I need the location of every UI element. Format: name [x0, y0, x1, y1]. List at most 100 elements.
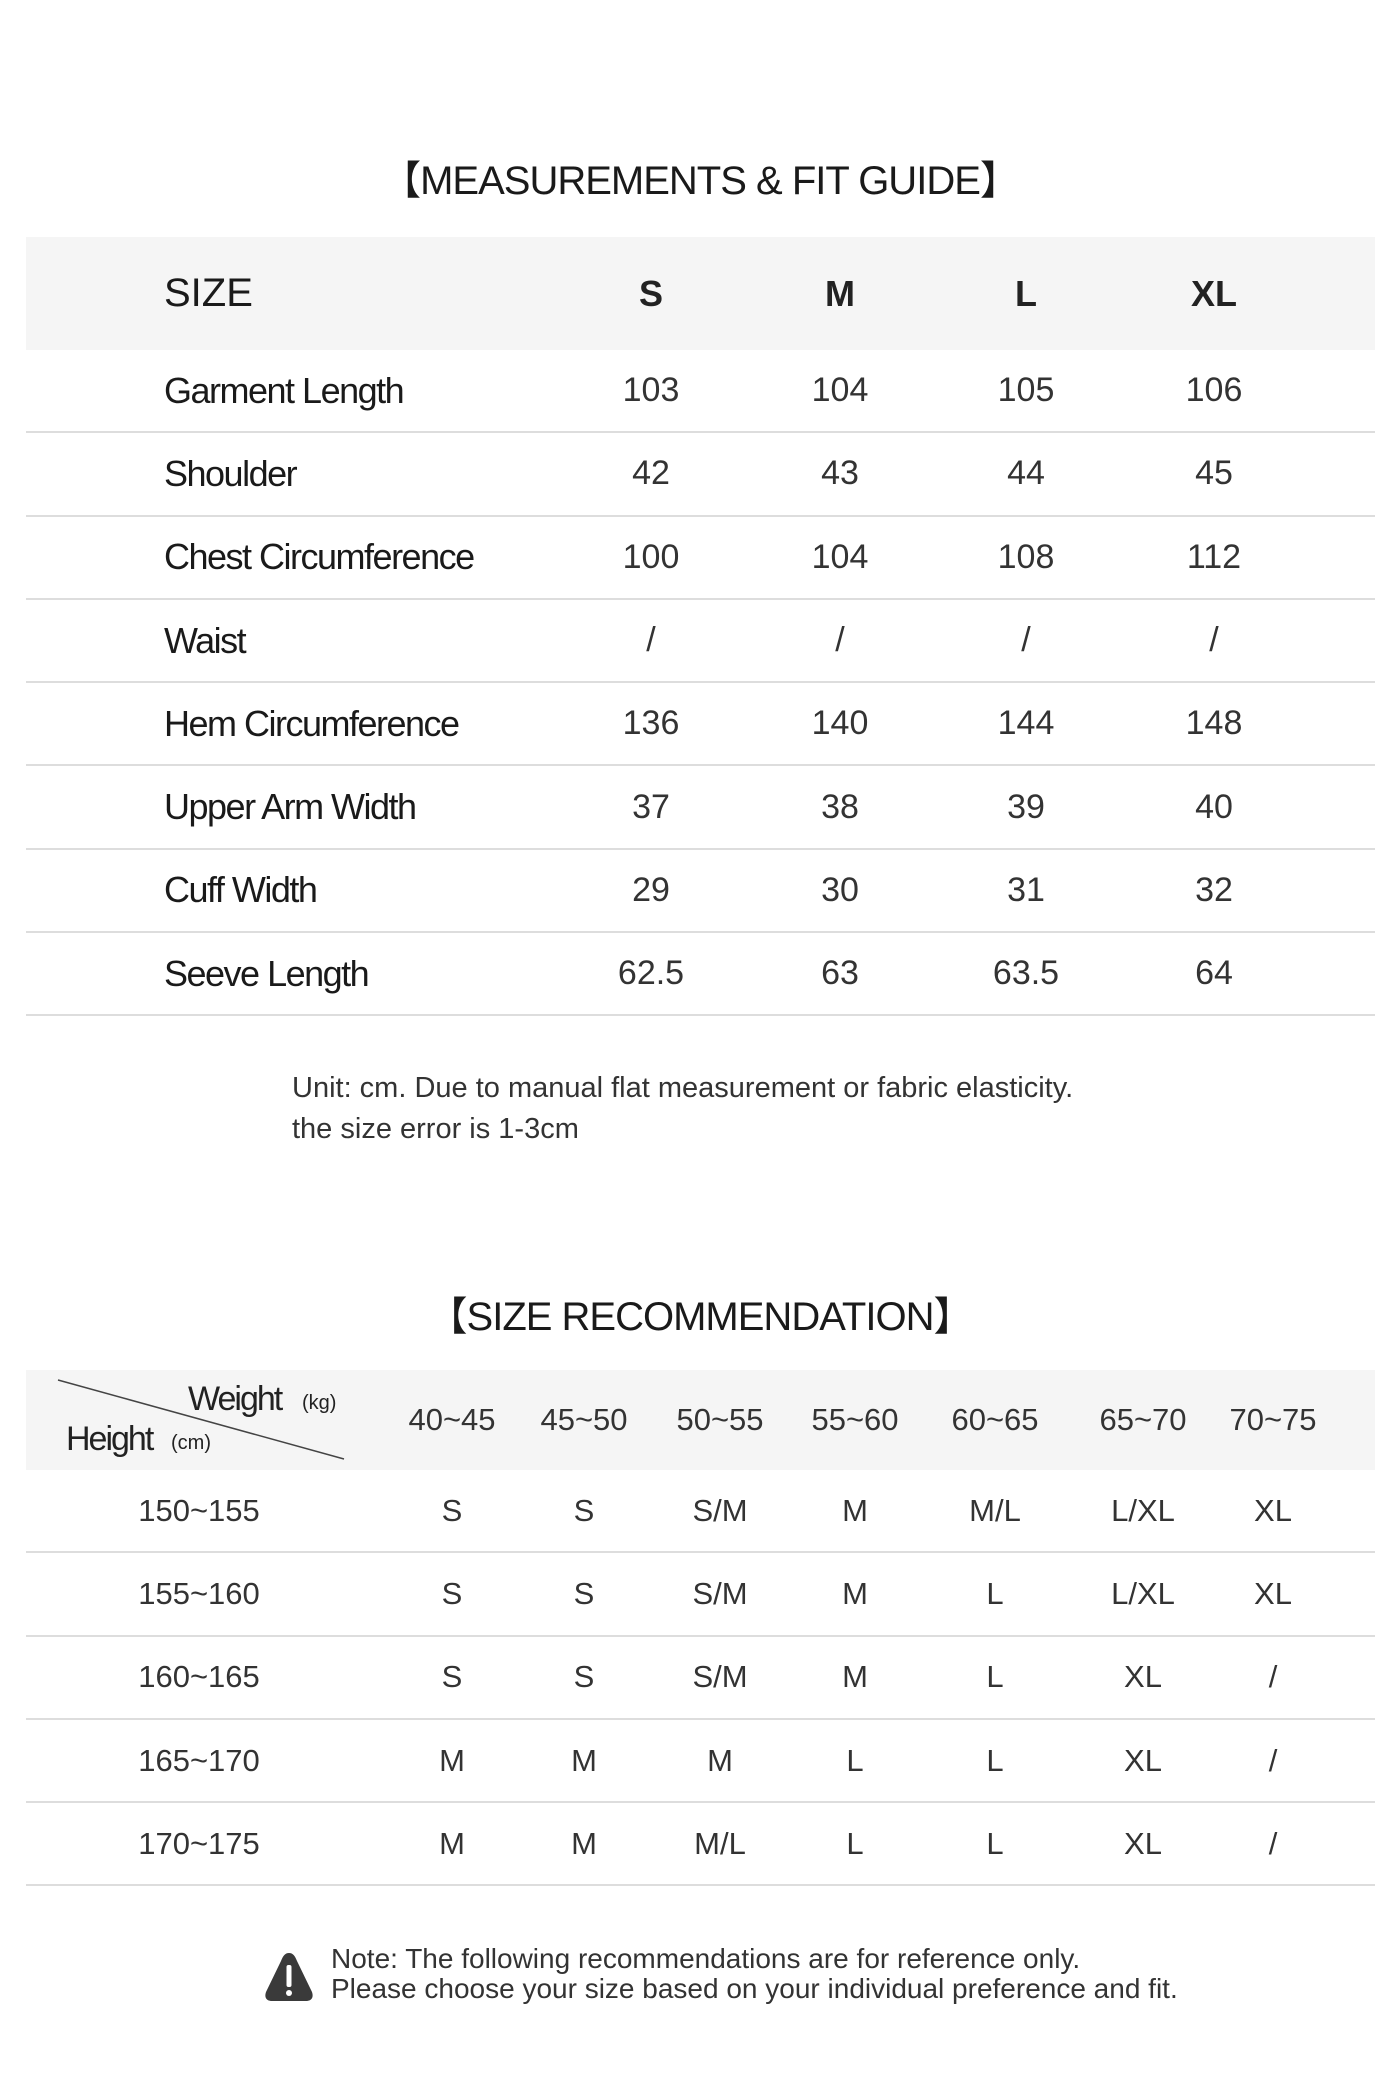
recommended-size: S — [441, 1575, 463, 1611]
measurement-value: 148 — [1185, 704, 1243, 743]
measurements-title: 【MEASUREMENTS & FIT GUIDE】 — [381, 159, 1020, 203]
table-row: Upper Arm Width 37 38 39 40 — [26, 767, 1375, 850]
recommended-size: M — [439, 1825, 465, 1861]
measurement-value: 43 — [821, 454, 859, 493]
row-label: Upper Arm Width — [164, 786, 417, 828]
row-label: Seeve Length — [164, 952, 370, 994]
measurement-value: 30 — [821, 870, 859, 909]
measurement-value: 108 — [997, 537, 1055, 576]
measurement-value: 136 — [622, 704, 680, 743]
measurement-value: 31 — [1007, 870, 1045, 909]
measurement-value: 32 — [1195, 870, 1233, 909]
measurement-value: 105 — [997, 371, 1055, 410]
weight-range-header: 55~60 — [811, 1402, 899, 1437]
height-range: 155~160 — [138, 1575, 260, 1611]
table-row: Chest Circumference 100 104 108 112 — [26, 517, 1375, 600]
table-row: 165~170 M M M L L XL / — [26, 1720, 1375, 1804]
table-row: 170~175 M M M/L L L XL / — [26, 1803, 1375, 1887]
measurement-value: 29 — [632, 870, 670, 909]
recommended-size: M — [707, 1742, 733, 1778]
recommended-size: M/L — [969, 1492, 1021, 1528]
recommended-size: S — [441, 1492, 463, 1528]
measurement-value: 37 — [632, 787, 670, 826]
size-header-label: SIZE — [164, 271, 253, 315]
row-label: Shoulder — [164, 452, 298, 494]
warning-icon — [265, 1953, 313, 2001]
measurement-value: 42 — [632, 454, 670, 493]
measurement-value: 39 — [1007, 787, 1045, 826]
height-range: 170~175 — [138, 1825, 260, 1861]
recommended-size: S — [573, 1492, 595, 1528]
measurement-value: / — [1021, 621, 1031, 660]
measurement-value: 100 — [622, 537, 680, 576]
weight-label: Weight — [188, 1380, 283, 1418]
size-header-M: M — [825, 272, 855, 314]
note-line-2: Please choose your size based on your in… — [331, 1973, 1178, 2004]
table-row: Waist / / / / — [26, 600, 1375, 684]
recommended-size: M — [842, 1492, 868, 1528]
size-header-L: L — [1015, 272, 1037, 314]
note-line-2: the size error is 1-3cm — [292, 1113, 579, 1145]
recommended-size: L — [846, 1742, 864, 1778]
measurement-value: 144 — [997, 704, 1055, 743]
table-row: 160~165 S S S/M M L XL / — [26, 1637, 1375, 1720]
row-label: Chest Circumference — [164, 536, 475, 578]
weight-range-header: 70~75 — [1229, 1402, 1317, 1437]
recommended-size: M — [439, 1742, 465, 1778]
measurement-value: 63.5 — [992, 954, 1060, 993]
recommendation-title: 【SIZE RECOMMENDATION】 — [427, 1295, 974, 1339]
recommended-size: / — [1268, 1742, 1278, 1778]
measurements-header: SIZE S M L XL — [26, 237, 1375, 350]
size-header-S: S — [638, 272, 664, 314]
measurement-value: 106 — [1185, 371, 1243, 410]
measurement-value: / — [646, 621, 656, 660]
weight-range-header: 45~50 — [540, 1402, 628, 1437]
weight-range-header: 60~65 — [951, 1402, 1039, 1437]
table-row: Seeve Length 62.5 63 63.5 64 — [26, 933, 1375, 1017]
recommended-size: S — [441, 1659, 463, 1695]
size-header-XL: XL — [1190, 272, 1238, 314]
measurement-value: 38 — [821, 787, 859, 826]
note-line-1: Unit: cm. Due to manual flat measurement… — [292, 1072, 1074, 1104]
recommended-size: M — [842, 1575, 868, 1611]
recommended-size: S/M — [692, 1575, 748, 1611]
recommended-size: M — [571, 1825, 597, 1861]
recommended-size: S/M — [692, 1492, 748, 1528]
table-row: Cuff Width 29 30 31 32 — [26, 850, 1375, 934]
table-row: Garment Length 103 104 105 106 — [26, 350, 1375, 434]
recommended-size: XL — [1124, 1825, 1162, 1861]
recommended-size: L — [986, 1575, 1004, 1611]
measurement-value: 64 — [1195, 954, 1233, 993]
row-label: Cuff Width — [164, 869, 318, 911]
height-range: 160~165 — [138, 1659, 260, 1695]
recommended-size: XL — [1124, 1742, 1162, 1778]
recommended-size: L — [986, 1825, 1004, 1861]
measurement-value: 40 — [1195, 787, 1233, 826]
measurements-note: Unit: cm. Due to manual flat measurement… — [292, 1068, 1073, 1150]
measurement-value: 103 — [622, 371, 680, 410]
recommended-size: L — [846, 1825, 864, 1861]
recommended-size: M — [842, 1659, 868, 1695]
note-line-1: Note: The following recommendations are … — [331, 1943, 1081, 1974]
row-label: Garment Length — [164, 369, 405, 411]
row-label: Hem Circumference — [164, 702, 460, 744]
recommended-size: / — [1268, 1659, 1278, 1695]
measurement-value: 140 — [811, 704, 869, 743]
recommended-size: S — [573, 1575, 595, 1611]
table-row: Shoulder 42 43 44 45 — [26, 433, 1375, 517]
measurement-value: 104 — [811, 537, 869, 576]
recommended-size: L — [986, 1659, 1004, 1695]
recommended-size: L/XL — [1111, 1492, 1175, 1528]
table-row: 155~160 S S S/M M L L/XL XL — [26, 1553, 1375, 1637]
height-unit: (cm) — [171, 1432, 211, 1454]
recommended-size: S/M — [692, 1659, 748, 1695]
measurement-value: / — [1209, 621, 1219, 660]
recommended-size: L — [986, 1742, 1004, 1778]
recommended-size: XL — [1124, 1659, 1162, 1695]
weight-range-header: 65~70 — [1099, 1402, 1187, 1437]
weight-range-header: 40~45 — [408, 1402, 496, 1437]
height-label: Height — [66, 1420, 154, 1458]
recommended-size: XL — [1254, 1492, 1292, 1528]
measurement-value: / — [835, 621, 845, 660]
measurement-value: 112 — [1186, 537, 1242, 576]
